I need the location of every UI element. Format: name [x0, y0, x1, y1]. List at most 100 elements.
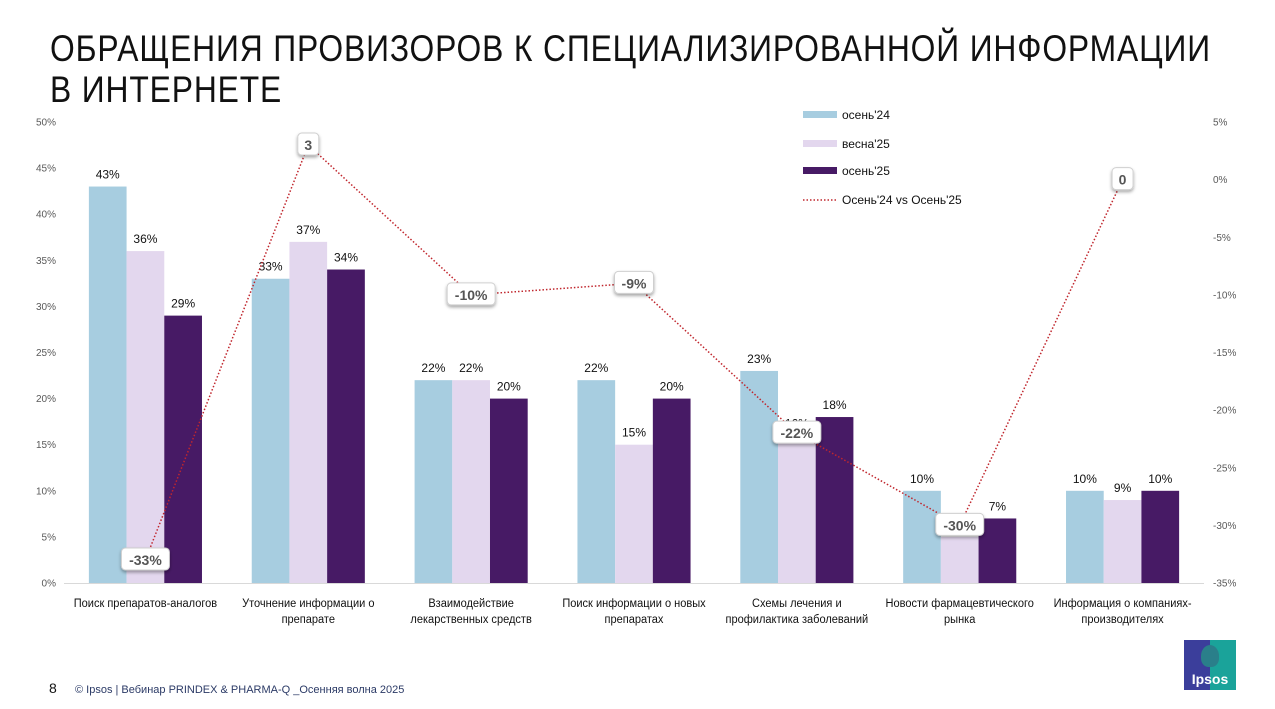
line-point-label-box: [935, 512, 985, 536]
y-axis-left-tick-label: 30%: [36, 302, 56, 313]
y-axis-right-tick-label: -20%: [1213, 406, 1236, 417]
logo-head-silhouette-icon: [1201, 645, 1219, 667]
y-axis-right-tick-label: -10%: [1213, 290, 1236, 301]
y-axis-left-tick-label: 40%: [36, 210, 56, 221]
line-point-label-box: [297, 132, 320, 156]
y-axis-left-tick-label: 20%: [36, 394, 56, 405]
logo-text: Ipsos: [1191, 671, 1229, 687]
bar-value-label: 43%: [96, 168, 120, 182]
y-axis-right-tick-label: -35%: [1213, 579, 1236, 590]
bar-value-label: 36%: [133, 232, 157, 246]
title-line-1: ОБРАЩЕНИЯ ПРОВИЗОРОВ К СПЕЦИАЛИЗИРОВАННО…: [50, 28, 1211, 69]
line-point-label: -33%: [129, 552, 162, 568]
y-axis-left-tick-label: 50%: [36, 118, 56, 129]
x-axis-category-label: препарате: [282, 614, 335, 626]
y-axis-right-tick-label: -15%: [1213, 348, 1236, 359]
legend-swatch-0: [803, 111, 837, 118]
bar-value-label: 10%: [1148, 472, 1172, 486]
line-point-label: 3: [304, 137, 312, 153]
legend-label: осень'24: [842, 108, 890, 122]
bar-осень24-0: [88, 186, 127, 584]
line-point-label: -30%: [943, 517, 976, 533]
line-point-label-box: [446, 282, 496, 306]
line-point-label: 0: [1119, 172, 1127, 188]
bar-осень25-3: [652, 398, 691, 583]
bar-value-label: 20%: [497, 380, 521, 394]
bar-осень25-1: [327, 269, 365, 583]
bar-value-label: 22%: [421, 361, 445, 375]
bar-весна25-1: [289, 241, 328, 584]
bar-value-label: 10%: [1073, 472, 1097, 486]
bar-осень25-4: [815, 417, 854, 583]
bar-весна25-4: [778, 435, 816, 583]
bar-осень24-6: [1066, 490, 1104, 583]
y-axis-left-tick-label: 10%: [36, 486, 56, 497]
bar-осень24-1: [251, 278, 290, 583]
title-line-2: В ИНТЕРНЕТЕ: [50, 69, 283, 110]
bar-осень25-2: [489, 398, 528, 583]
y-axis-left-tick-label: 5%: [42, 532, 57, 543]
bar-весна25-5: [940, 536, 979, 583]
y-axis-right-tick-label: -5%: [1213, 233, 1231, 244]
bar-value-label: 23%: [747, 352, 771, 366]
y-axis-left-tick-label: 25%: [36, 348, 56, 359]
bar-весна25-3: [615, 444, 653, 583]
line-point-label: -9%: [622, 275, 647, 291]
bar-value-label: 37%: [296, 223, 320, 237]
page-number: 8: [49, 680, 57, 696]
bar-весна25-0: [126, 251, 165, 583]
line-point-label-box: [1111, 167, 1134, 191]
x-axis-category-label: препаратах: [605, 614, 664, 626]
y-axis-left-tick-label: 15%: [36, 440, 56, 451]
bar-осень24-3: [577, 380, 616, 583]
x-axis-category-label: производителях: [1081, 614, 1164, 626]
x-axis-category-label: Взаимодействие: [428, 598, 514, 610]
y-axis-left-tick-label: 45%: [36, 164, 56, 175]
bar-value-label: 18%: [823, 398, 847, 412]
slide-title: ОБРАЩЕНИЯ ПРОВИЗОРОВ К СПЕЦИАЛИЗИРОВАННО…: [50, 28, 1211, 110]
bar-осень25-5: [978, 518, 1017, 583]
x-axis-category-label: лекарственных средств: [410, 614, 531, 626]
legend-swatch-1: [803, 140, 837, 147]
x-axis-category-label: профилактика заболеваний: [726, 614, 869, 626]
x-axis-category-label: Схемы лечения и: [752, 598, 842, 610]
y-axis-left-tick-label: 35%: [36, 256, 56, 267]
bar-value-label: 29%: [171, 297, 195, 311]
line-point-label-box: [120, 547, 170, 571]
y-axis-right-tick-label: 0%: [1213, 175, 1228, 186]
line-point-label-box: [772, 420, 822, 444]
bar-value-label: 7%: [989, 499, 1007, 513]
bar-весна25-6: [1103, 500, 1142, 583]
y-axis-right-tick-label: -25%: [1213, 463, 1236, 474]
line-point-label: -10%: [455, 287, 488, 303]
bar-value-label: 34%: [334, 251, 358, 265]
x-axis-category-label: Поиск информации о новых: [562, 598, 706, 610]
bar-value-label: 33%: [259, 260, 283, 274]
legend-label: Осень'24 vs Осень'25: [842, 193, 962, 207]
line-point-label-box: [614, 270, 654, 294]
legend-label: осень'25: [842, 164, 890, 178]
legend-swatch-2: [803, 167, 837, 174]
bar-весна25-2: [452, 380, 490, 583]
x-axis-category-label: Поиск препаратов-аналогов: [74, 598, 217, 610]
footer-copyright: © Ipsos | Вебинар PRINDEX & PHARMA-Q _Ос…: [75, 684, 405, 696]
bar-осень24-5: [903, 490, 941, 583]
bar-осень25-0: [164, 315, 202, 583]
bar-value-label: 10%: [910, 472, 934, 486]
line-point-label: -22%: [781, 425, 814, 441]
x-axis-category-label: Уточнение информации о: [242, 598, 374, 610]
legend-label: весна'25: [842, 137, 890, 151]
bar-value-label: 22%: [584, 361, 608, 375]
bar-value-label: 15%: [622, 426, 646, 440]
bar-value-label: 22%: [459, 361, 483, 375]
x-axis-category-label: рынка: [944, 614, 976, 626]
y-axis-right-tick-label: 5%: [1213, 118, 1228, 129]
bar-value-label: 20%: [660, 380, 684, 394]
y-axis-left-tick-label: 0%: [42, 579, 57, 590]
x-axis-category-label: Новости фармацевтического: [886, 598, 1034, 610]
bar-осень24-2: [414, 380, 453, 583]
bar-value-label: 9%: [1114, 481, 1132, 495]
bar-осень25-6: [1141, 490, 1180, 583]
ipsos-logo: Ipsos: [1184, 640, 1236, 690]
